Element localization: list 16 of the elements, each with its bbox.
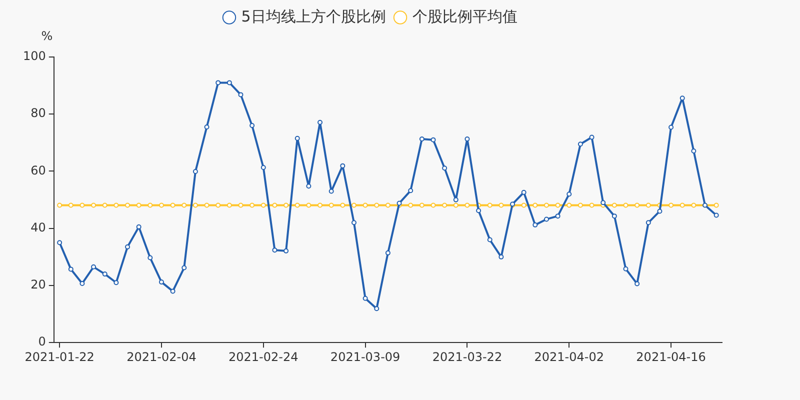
- x-tick-label: 2021-03-09: [330, 350, 400, 364]
- y-tick-label: 40: [30, 220, 46, 234]
- legend-label: 5日均线上方个股比例: [241, 7, 386, 26]
- x-tick-label: 2021-02-24: [228, 350, 298, 364]
- y-tick-label: 80: [30, 106, 46, 120]
- legend-label: 个股比例平均值: [412, 7, 518, 26]
- x-tick-label: 2021-01-22: [24, 350, 94, 364]
- x-tick-label: 2021-03-22: [432, 350, 502, 364]
- y-tick-label: 20: [30, 278, 46, 292]
- y-tick-label: 0: [38, 334, 46, 349]
- y-axis-title: %: [41, 29, 53, 44]
- y-tick-label: 100: [23, 49, 46, 64]
- x-tick-label: 2021-02-04: [126, 350, 196, 364]
- y-tick-label: 60: [30, 163, 46, 178]
- x-tick-label: 2021-04-02: [534, 350, 604, 364]
- x-tick-label: 2021-04-16: [636, 350, 706, 364]
